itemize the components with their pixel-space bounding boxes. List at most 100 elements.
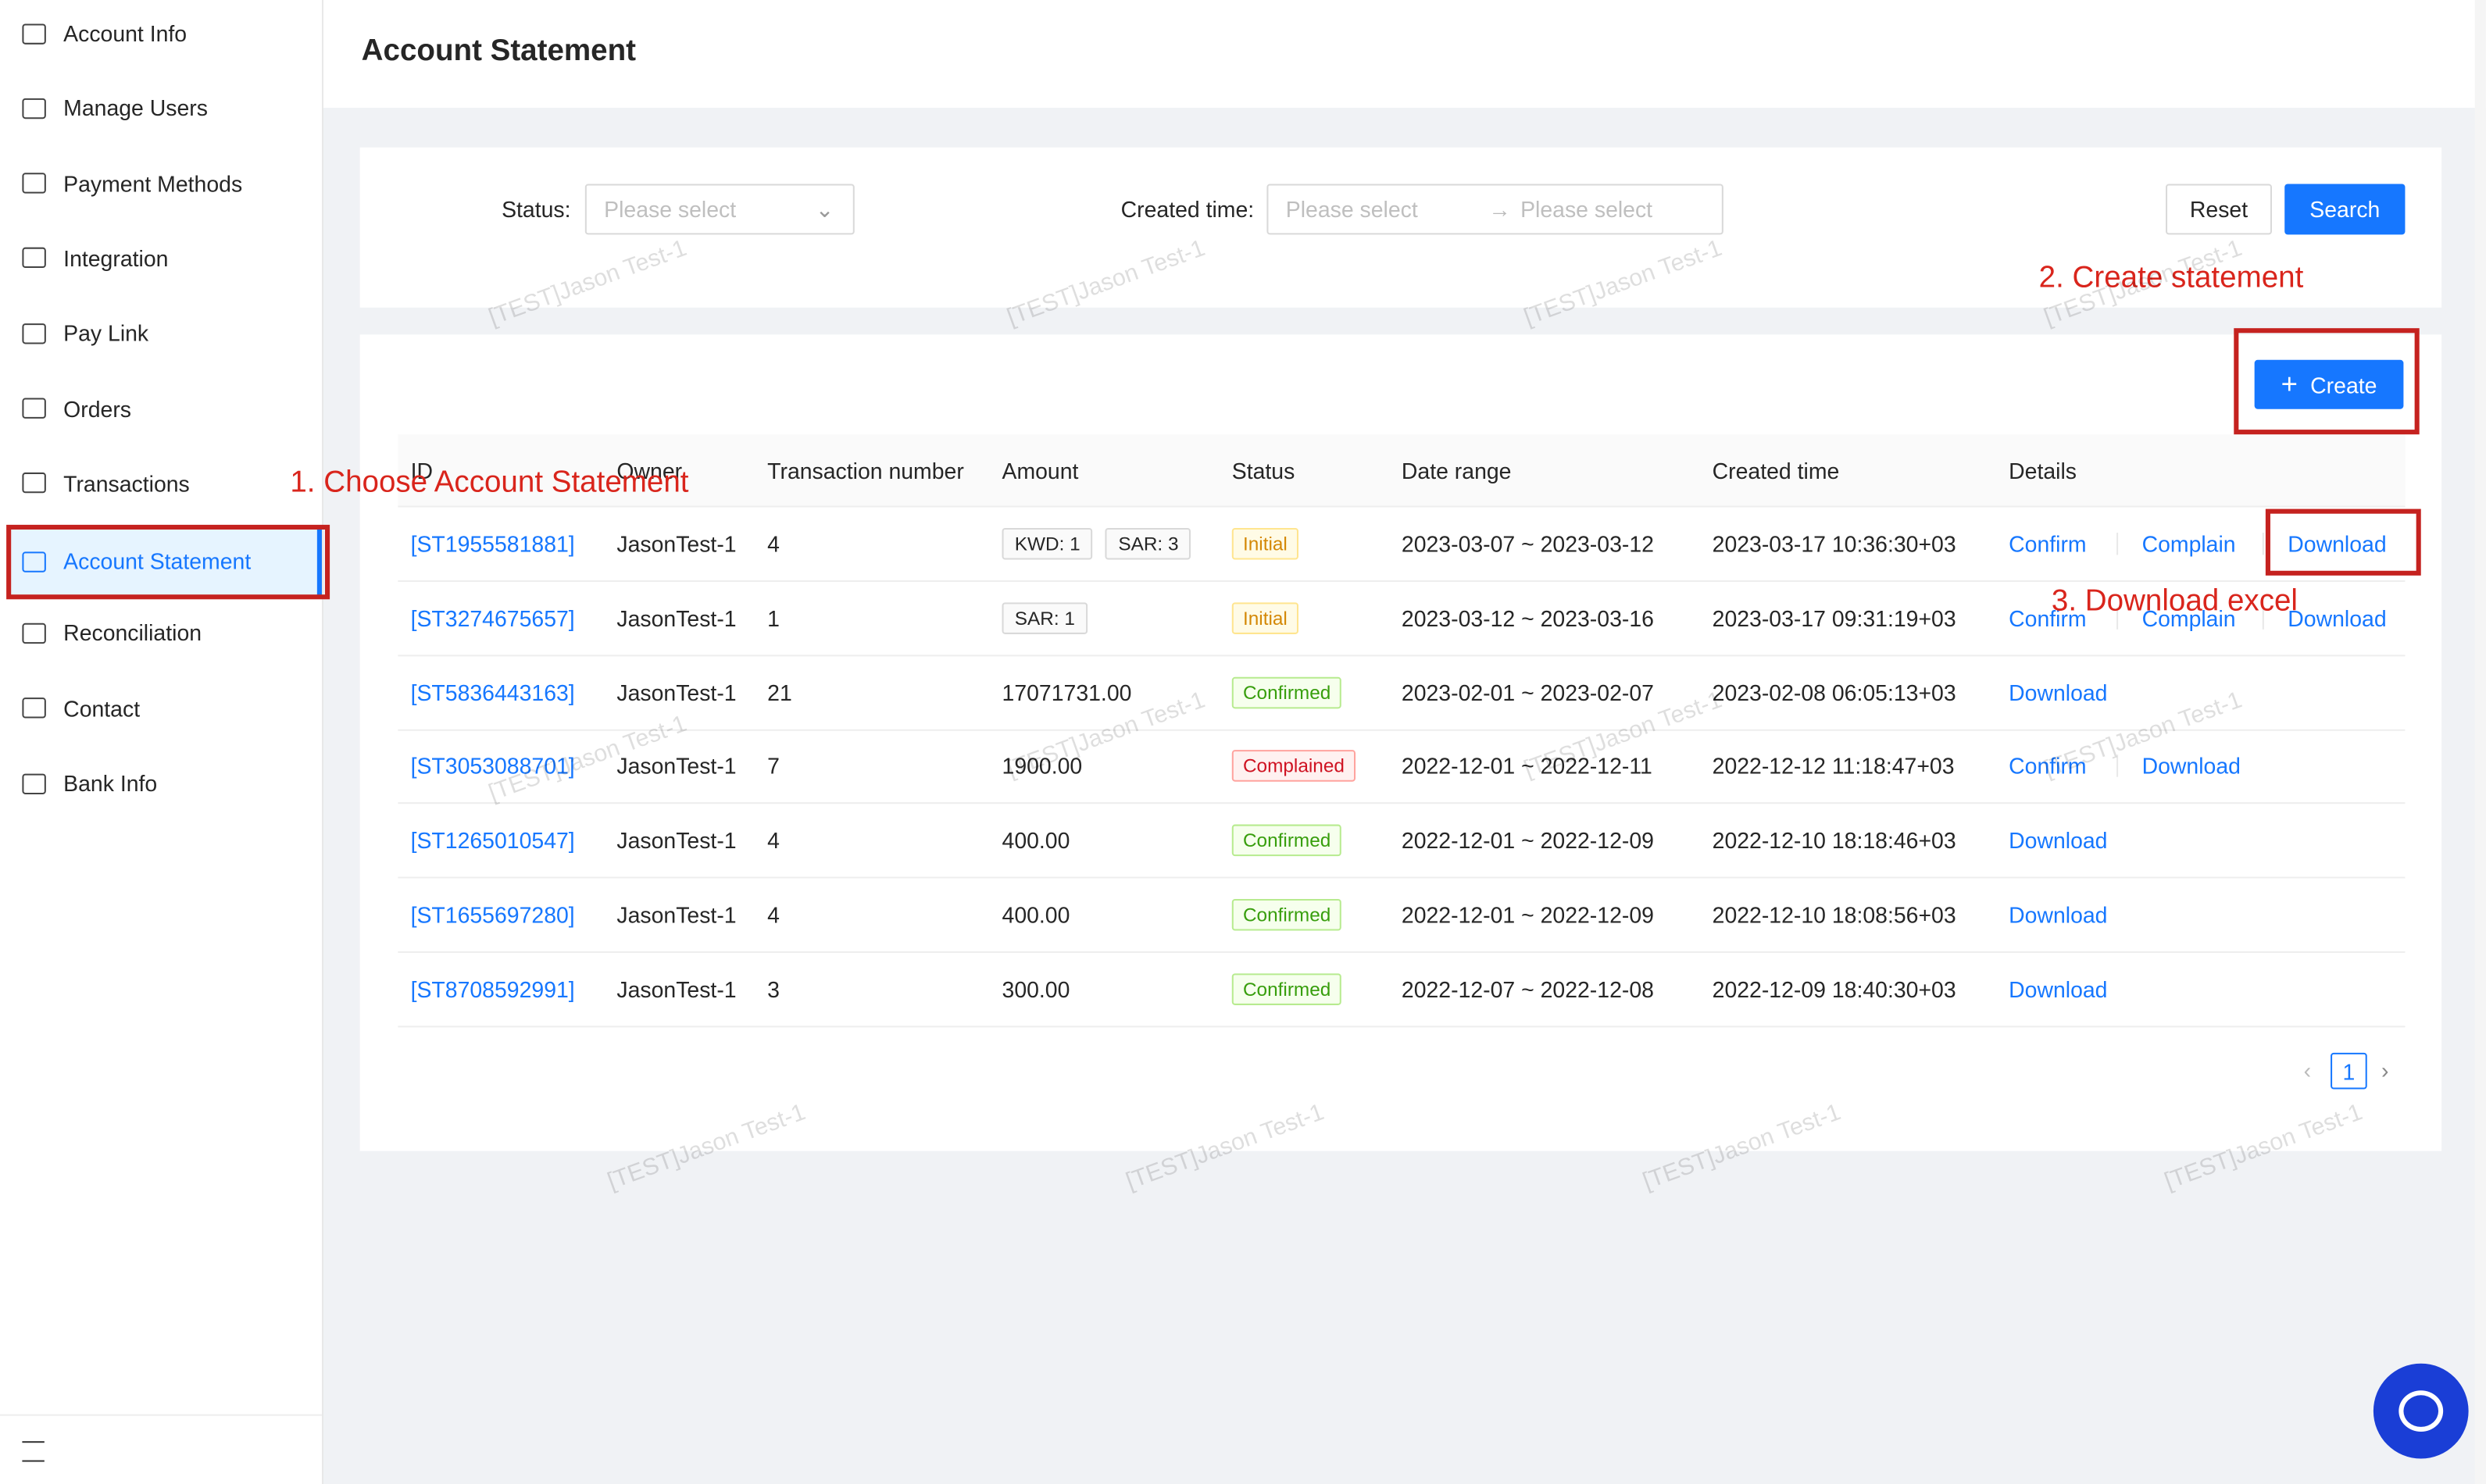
amount-tag: SAR: 1 xyxy=(1002,601,1088,634)
owner: JasonTest-1 xyxy=(616,753,737,779)
action-separator xyxy=(2116,755,2119,778)
status-tag: Confirmed xyxy=(1231,676,1342,708)
action-separator xyxy=(2116,533,2119,555)
status-tag: Initial xyxy=(1231,527,1299,560)
create-button[interactable]: + Create xyxy=(2254,359,2404,409)
amount: KWD: 1 SAR: 3 xyxy=(1002,527,1204,560)
date-range: 2023-02-01 ~ 2023-02-07 xyxy=(1401,680,1654,705)
date-range: 2022-12-01 ~ 2022-12-11 xyxy=(1401,753,1652,779)
filter-card: Status: Please select ⌄ Created time: Ple… xyxy=(359,147,2442,308)
menu-item[interactable]: Contact xyxy=(0,673,317,743)
statement-id[interactable]: [ST3053088701] xyxy=(410,753,575,779)
amount: 400.00 xyxy=(1002,902,1070,928)
menu-item[interactable]: Payment Methods xyxy=(0,148,317,218)
statement-id[interactable]: [ST3274675657] xyxy=(410,605,575,631)
highlight-box xyxy=(2234,328,2420,435)
row-divider xyxy=(398,1025,2406,1027)
collapse-icon[interactable] xyxy=(22,1441,45,1462)
menu-item[interactable]: Integration xyxy=(0,223,317,293)
menu-label: Bank Info xyxy=(63,770,158,797)
prev-page[interactable]: ‹ xyxy=(2303,1057,2312,1083)
action-link[interactable]: Download xyxy=(2141,753,2241,779)
next-page[interactable]: › xyxy=(2381,1057,2389,1083)
menu-item[interactable]: Reconciliation xyxy=(0,598,317,668)
menu-item[interactable]: Orders xyxy=(0,373,317,443)
chat-icon xyxy=(2398,1390,2444,1432)
action-link[interactable]: Download xyxy=(2009,680,2108,705)
action-link[interactable]: Complain xyxy=(2141,531,2236,557)
statement-id[interactable]: [ST8708592991] xyxy=(410,976,575,1002)
reset-button[interactable]: Reset xyxy=(2166,184,2272,235)
annotation: 1. Choose Account Statement xyxy=(290,466,689,500)
menu-icon xyxy=(22,398,46,419)
menu-label: Orders xyxy=(63,395,132,421)
menu-icon xyxy=(22,473,46,494)
page-button[interactable]: 1 xyxy=(2331,1052,2367,1090)
chevron: ⌄ xyxy=(815,195,834,222)
menu-item[interactable]: Account Info xyxy=(0,0,317,68)
column-header: Transaction number xyxy=(767,458,964,484)
action-link[interactable]: Complain xyxy=(2141,605,2236,631)
search-button[interactable]: Search xyxy=(2284,184,2406,235)
header: Account Statement xyxy=(323,0,2486,109)
owner: JasonTest-1 xyxy=(616,680,737,705)
status-text: Complained xyxy=(1231,750,1356,783)
amount-tag: SAR: 3 xyxy=(1105,527,1191,560)
statement-id[interactable]: [ST1655697280] xyxy=(410,902,575,928)
action-link[interactable]: Confirm xyxy=(2009,531,2087,557)
highlight-box xyxy=(6,524,330,600)
created-time: 2023-03-17 09:31:19+03 xyxy=(1712,605,1956,631)
action-link[interactable]: Download xyxy=(2009,902,2108,928)
statement-id[interactable]: [ST1265010547] xyxy=(410,827,575,854)
transaction-count: 4 xyxy=(767,827,780,854)
status-text: Confirmed xyxy=(1231,972,1342,1005)
menu-item[interactable]: Manage Users xyxy=(0,73,317,143)
chat-button[interactable] xyxy=(2373,1363,2469,1459)
row-divider xyxy=(398,580,2406,582)
amount: 300.00 xyxy=(1002,976,1070,1002)
created-time: 2022-12-10 18:08:56+03 xyxy=(1712,902,1956,928)
column-header: ID xyxy=(410,458,433,484)
menu-label: Transactions xyxy=(63,470,190,496)
column-header: Status xyxy=(1231,458,1295,484)
amount: 17071731.00 xyxy=(1002,680,1132,705)
amount: 400.00 xyxy=(1002,827,1070,854)
menu-icon xyxy=(22,622,46,644)
menu-label: Contact xyxy=(63,695,141,721)
status-tag: Confirmed xyxy=(1231,898,1342,931)
table-header xyxy=(398,434,2406,508)
scrollbar xyxy=(2474,0,2486,1484)
action-link[interactable]: Confirm xyxy=(2009,753,2087,779)
table-card: + Create 1 ‹ › ID Owner Transaction number A… xyxy=(359,334,2442,1151)
menu-item[interactable]: Account Statement xyxy=(8,526,322,597)
action-link[interactable]: Download xyxy=(2009,827,2108,854)
row-divider xyxy=(398,802,2406,804)
created-time: 2022-12-12 11:18:47+03 xyxy=(1712,753,1955,779)
action-link[interactable]: Download xyxy=(2288,531,2387,557)
menu-icon xyxy=(22,697,46,719)
action-link[interactable]: Confirm xyxy=(2009,605,2087,631)
sidebar: Account Info Manage Users Payment Methods I… xyxy=(0,0,323,1484)
statement-id[interactable]: [ST1955581881] xyxy=(410,531,575,557)
date-range-picker[interactable]: Please select → Please select xyxy=(1266,184,1723,235)
status-select[interactable]: Please select ⌄ xyxy=(584,184,855,235)
status-tag: Complained xyxy=(1231,750,1356,783)
transaction-count: 1 xyxy=(767,605,780,631)
transaction-count: 3 xyxy=(767,976,780,1002)
annotation: 2. Create statement xyxy=(2038,261,2304,295)
action-link[interactable]: Download xyxy=(2009,976,2108,1002)
transaction-count: 4 xyxy=(767,531,780,557)
menu-item[interactable]: Bank Info xyxy=(0,748,317,818)
menu-item[interactable]: Pay Link xyxy=(0,298,317,368)
column-header: Amount xyxy=(1002,458,1079,484)
column-header: Owner xyxy=(616,458,683,484)
menu-label: Pay Link xyxy=(63,320,149,346)
page-title: Account Statement xyxy=(361,34,637,69)
status-text: Confirmed xyxy=(1231,824,1342,857)
action-link[interactable]: Download xyxy=(2288,605,2387,631)
status-text: Confirmed xyxy=(1231,898,1342,931)
statement-id[interactable]: [ST5836443163] xyxy=(410,680,575,705)
menu-item[interactable]: Transactions xyxy=(0,448,317,518)
menu-label: Manage Users xyxy=(63,95,208,121)
